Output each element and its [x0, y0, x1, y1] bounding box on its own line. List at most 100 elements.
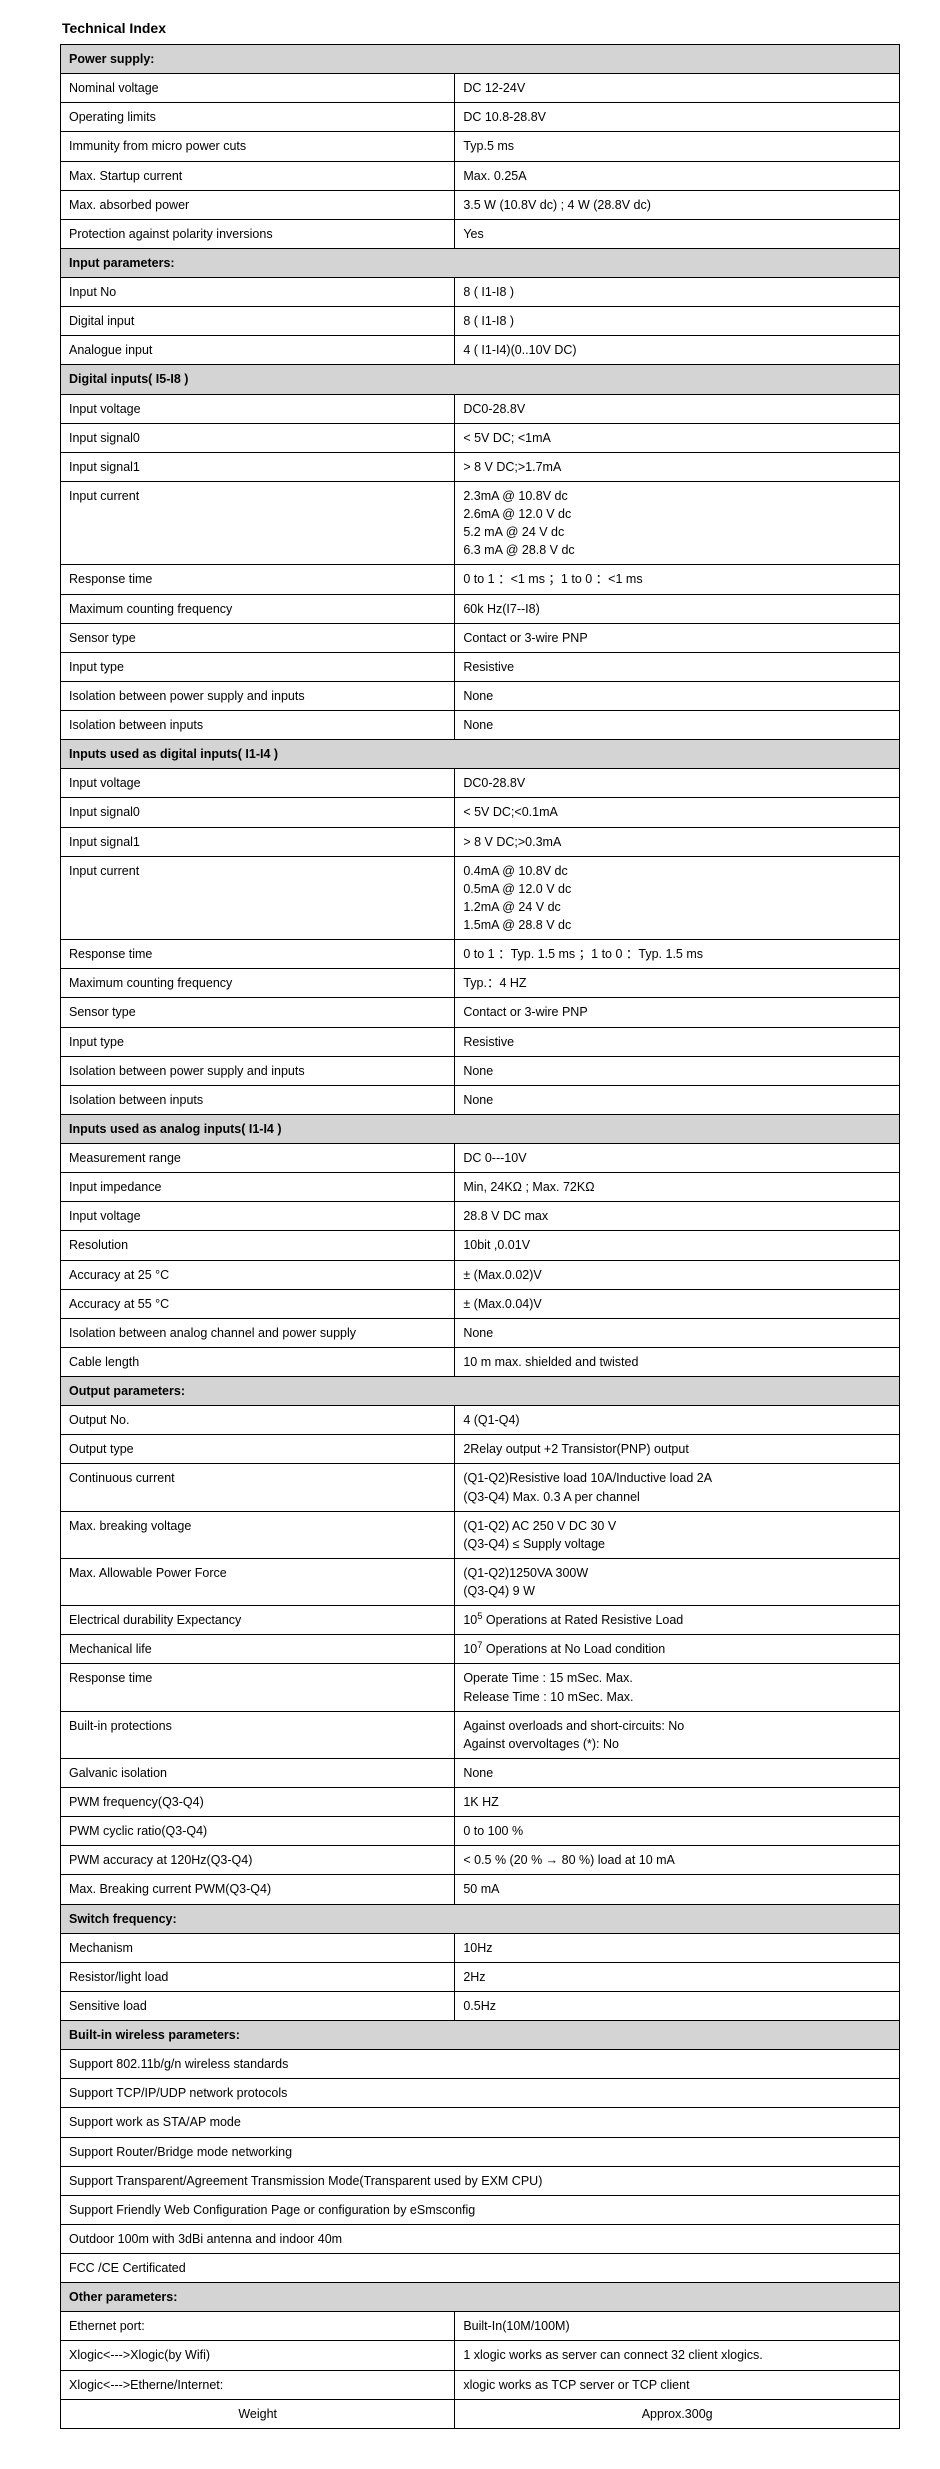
table-row: Built-in wireless parameters: [61, 2021, 900, 2050]
table-row: Input current2.3mA @ 10.8V dc2.6mA @ 12.… [61, 481, 900, 565]
param-value: None [455, 681, 900, 710]
param-value: DC0-28.8V [455, 769, 900, 798]
param-value: 1 xlogic works as server can connect 32 … [455, 2341, 900, 2370]
full-row: Support 802.11b/g/n wireless standards [61, 2050, 900, 2079]
table-row: Sensitive load0.5Hz [61, 1991, 900, 2020]
param-label: Measurement range [61, 1144, 455, 1173]
param-value: 0 to 100 % [455, 1817, 900, 1846]
table-row: Digital inputs( I5-I8 ) [61, 365, 900, 394]
table-row: Sensor typeContact or 3-wire PNP [61, 623, 900, 652]
section-header: Built-in wireless parameters: [61, 2021, 900, 2050]
page-title: Technical Index [60, 20, 900, 36]
param-label: Accuracy at 25 °C [61, 1260, 455, 1289]
table-row: Resistor/light load2Hz [61, 1962, 900, 1991]
table-row: Isolation between power supply and input… [61, 1056, 900, 1085]
param-value: 1K HZ [455, 1788, 900, 1817]
param-value: 0 to 1 ：<1 ms ；1 to 0 ：<1 ms [455, 565, 900, 594]
table-row: Immunity from micro power cutsTyp.5 ms [61, 132, 900, 161]
table-row: Output type2Relay output +2 Transistor(P… [61, 1435, 900, 1464]
param-value: Typ.5 ms [455, 132, 900, 161]
param-label: Sensitive load [61, 1991, 455, 2020]
table-row: PWM frequency(Q3-Q4)1K HZ [61, 1788, 900, 1817]
table-row: Support Router/Bridge mode networking [61, 2137, 900, 2166]
param-value: 2.3mA @ 10.8V dc2.6mA @ 12.0 V dc5.2 mA … [455, 481, 900, 565]
param-value: 8 ( I1-I8 ) [455, 278, 900, 307]
param-value: Max. 0.25A [455, 161, 900, 190]
table-row: Input signal0< 5V DC;<0.1mA [61, 798, 900, 827]
table-row: Response time0 to 1 ：<1 ms ；1 to 0 ：<1 m… [61, 565, 900, 594]
param-label: Isolation between inputs [61, 1085, 455, 1114]
table-row: Power supply: [61, 45, 900, 74]
param-label: Isolation between analog channel and pow… [61, 1318, 455, 1347]
param-value: ± (Max.0.04)V [455, 1289, 900, 1318]
table-row: Max. Allowable Power Force(Q1-Q2)1250VA … [61, 1558, 900, 1605]
param-label: Nominal voltage [61, 74, 455, 103]
table-row: Galvanic isolationNone [61, 1758, 900, 1787]
table-row: Support TCP/IP/UDP network protocols [61, 2079, 900, 2108]
table-row: Input voltageDC0-28.8V [61, 769, 900, 798]
table-row: Support 802.11b/g/n wireless standards [61, 2050, 900, 2079]
param-label: Continuous current [61, 1464, 455, 1511]
param-value: 10 m max. shielded and twisted [455, 1347, 900, 1376]
param-value: Min, 24KΩ ; Max. 72KΩ [455, 1173, 900, 1202]
param-label: Input current [61, 856, 455, 940]
param-value: 0.4mA @ 10.8V dc0.5mA @ 12.0 V dc1.2mA @… [455, 856, 900, 940]
table-row: Operating limitsDC 10.8-28.8V [61, 103, 900, 132]
table-row: Max. breaking voltage(Q1-Q2) AC 250 V DC… [61, 1511, 900, 1558]
param-label: Input voltage [61, 394, 455, 423]
table-row: Input typeResistive [61, 652, 900, 681]
param-value: None [455, 1056, 900, 1085]
param-value: 10bit ,0.01V [455, 1231, 900, 1260]
param-label: Isolation between power supply and input… [61, 681, 455, 710]
param-label: Analogue input [61, 336, 455, 365]
table-row: Cable length10 m max. shielded and twist… [61, 1347, 900, 1376]
table-row: Input signal1> 8 V DC;>1.7mA [61, 452, 900, 481]
table-row: Output parameters: [61, 1377, 900, 1406]
param-label: Resistor/light load [61, 1962, 455, 1991]
table-row: Support Friendly Web Configuration Page … [61, 2195, 900, 2224]
param-value: DC 0---10V [455, 1144, 900, 1173]
param-label: PWM accuracy at 120Hz(Q3-Q4) [61, 1846, 455, 1875]
table-row: Inputs used as analog inputs( I1-I4 ) [61, 1114, 900, 1143]
param-label: Max. absorbed power [61, 190, 455, 219]
param-label: Ethernet port: [61, 2312, 455, 2341]
table-row: Ethernet port:Built-In(10M/100M) [61, 2312, 900, 2341]
table-row: Input signal0< 5V DC; <1mA [61, 423, 900, 452]
param-label: Operating limits [61, 103, 455, 132]
param-value: None [455, 711, 900, 740]
param-label: Max. Startup current [61, 161, 455, 190]
param-label: Mechanical life [61, 1635, 455, 1664]
full-row: Support Transparent/Agreement Transmissi… [61, 2166, 900, 2195]
param-label: Max. breaking voltage [61, 1511, 455, 1558]
table-row: PWM cyclic ratio(Q3-Q4)0 to 100 % [61, 1817, 900, 1846]
table-row: Input No8 ( I1-I8 ) [61, 278, 900, 307]
table-row: Input impedanceMin, 24KΩ ; Max. 72KΩ [61, 1173, 900, 1202]
param-label: Max. Allowable Power Force [61, 1558, 455, 1605]
param-label: Maximum counting frequency [61, 594, 455, 623]
param-label: Maximum counting frequency [61, 969, 455, 998]
table-row: Xlogic<--->Xlogic(by Wifi)1 xlogic works… [61, 2341, 900, 2370]
param-value: < 0.5 % (20 % → 80 %) load at 10 mA [455, 1846, 900, 1875]
param-value: Contact or 3-wire PNP [455, 623, 900, 652]
param-label: PWM cyclic ratio(Q3-Q4) [61, 1817, 455, 1846]
table-row: Measurement rangeDC 0---10V [61, 1144, 900, 1173]
param-value: 8 ( I1-I8 ) [455, 307, 900, 336]
table-row: Electrical durability Expectancy105 Oper… [61, 1606, 900, 1635]
table-row: Input voltageDC0-28.8V [61, 394, 900, 423]
param-value: 107 Operations at No Load condition [455, 1635, 900, 1664]
param-value: < 5V DC; <1mA [455, 423, 900, 452]
param-value: 4 (Q1-Q4) [455, 1406, 900, 1435]
table-row: Accuracy at 25 °C± (Max.0.02)V [61, 1260, 900, 1289]
param-value: (Q1-Q2)1250VA 300W(Q3-Q4) 9 W [455, 1558, 900, 1605]
table-row: Input typeResistive [61, 1027, 900, 1056]
table-row: FCC /CE Certificated [61, 2254, 900, 2283]
param-value: (Q1-Q2)Resistive load 10A/Inductive load… [455, 1464, 900, 1511]
param-label: Input signal1 [61, 452, 455, 481]
param-value: Built-In(10M/100M) [455, 2312, 900, 2341]
table-row: Analogue input4 ( I1-I4)(0..10V DC) [61, 336, 900, 365]
param-label: Mechanism [61, 1933, 455, 1962]
param-value: > 8 V DC;>0.3mA [455, 827, 900, 856]
param-label: Response time [61, 940, 455, 969]
param-label: Protection against polarity inversions [61, 219, 455, 248]
param-value: Against overloads and short-circuits: No… [455, 1711, 900, 1758]
